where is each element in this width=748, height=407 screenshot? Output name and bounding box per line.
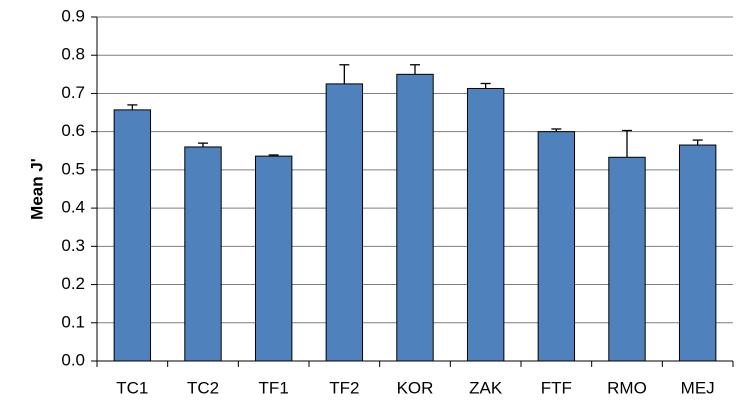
y-tick-label: 0.8 <box>61 45 85 64</box>
y-tick-label: 0.7 <box>61 83 85 102</box>
x-tick-label: ZAK <box>469 378 503 397</box>
bar-ftf <box>537 131 576 362</box>
bar-tf1 <box>254 155 293 362</box>
x-tick-label: FTF <box>541 378 572 397</box>
bars <box>113 73 717 362</box>
y-tick-label: 0.6 <box>61 121 85 140</box>
x-tick-label: MEJ <box>681 378 715 397</box>
x-tick-label: TF1 <box>259 378 289 397</box>
bar-tc2 <box>184 146 222 362</box>
error-bars <box>127 64 703 158</box>
x-tick-label: KOR <box>397 378 434 397</box>
bar-mej <box>678 144 717 362</box>
bar-zak <box>466 87 505 362</box>
x-tick-labels: TC1 TC2 TF1 TF2 KOR ZAK FTF RMO MEJ <box>116 378 714 397</box>
x-tick-label: RMO <box>607 378 647 397</box>
bar-kor <box>396 73 434 362</box>
y-tick-labels: 0.0 0.1 0.2 0.3 0.4 0.5 0.6 0.7 0.8 0.9 <box>61 6 85 369</box>
bar-rmo <box>608 156 646 362</box>
x-tick-label: TC2 <box>187 378 219 397</box>
y-tick-label: 0.0 <box>61 350 85 369</box>
y-tick-label: 0.4 <box>61 198 85 217</box>
y-tick-label: 0.1 <box>61 312 85 331</box>
x-tick-label: TF2 <box>329 378 359 397</box>
y-tick-label: 0.9 <box>61 6 85 25</box>
y-tick-label: 0.3 <box>61 236 85 255</box>
bar-tf2 <box>325 83 364 362</box>
bar-tc1 <box>113 109 152 362</box>
x-tick-label: TC1 <box>116 378 148 397</box>
y-tick-label: 0.2 <box>61 274 85 293</box>
axes <box>91 16 734 367</box>
y-tick-label: 0.5 <box>61 159 85 178</box>
y-axis-title: Mean J' <box>27 158 46 220</box>
